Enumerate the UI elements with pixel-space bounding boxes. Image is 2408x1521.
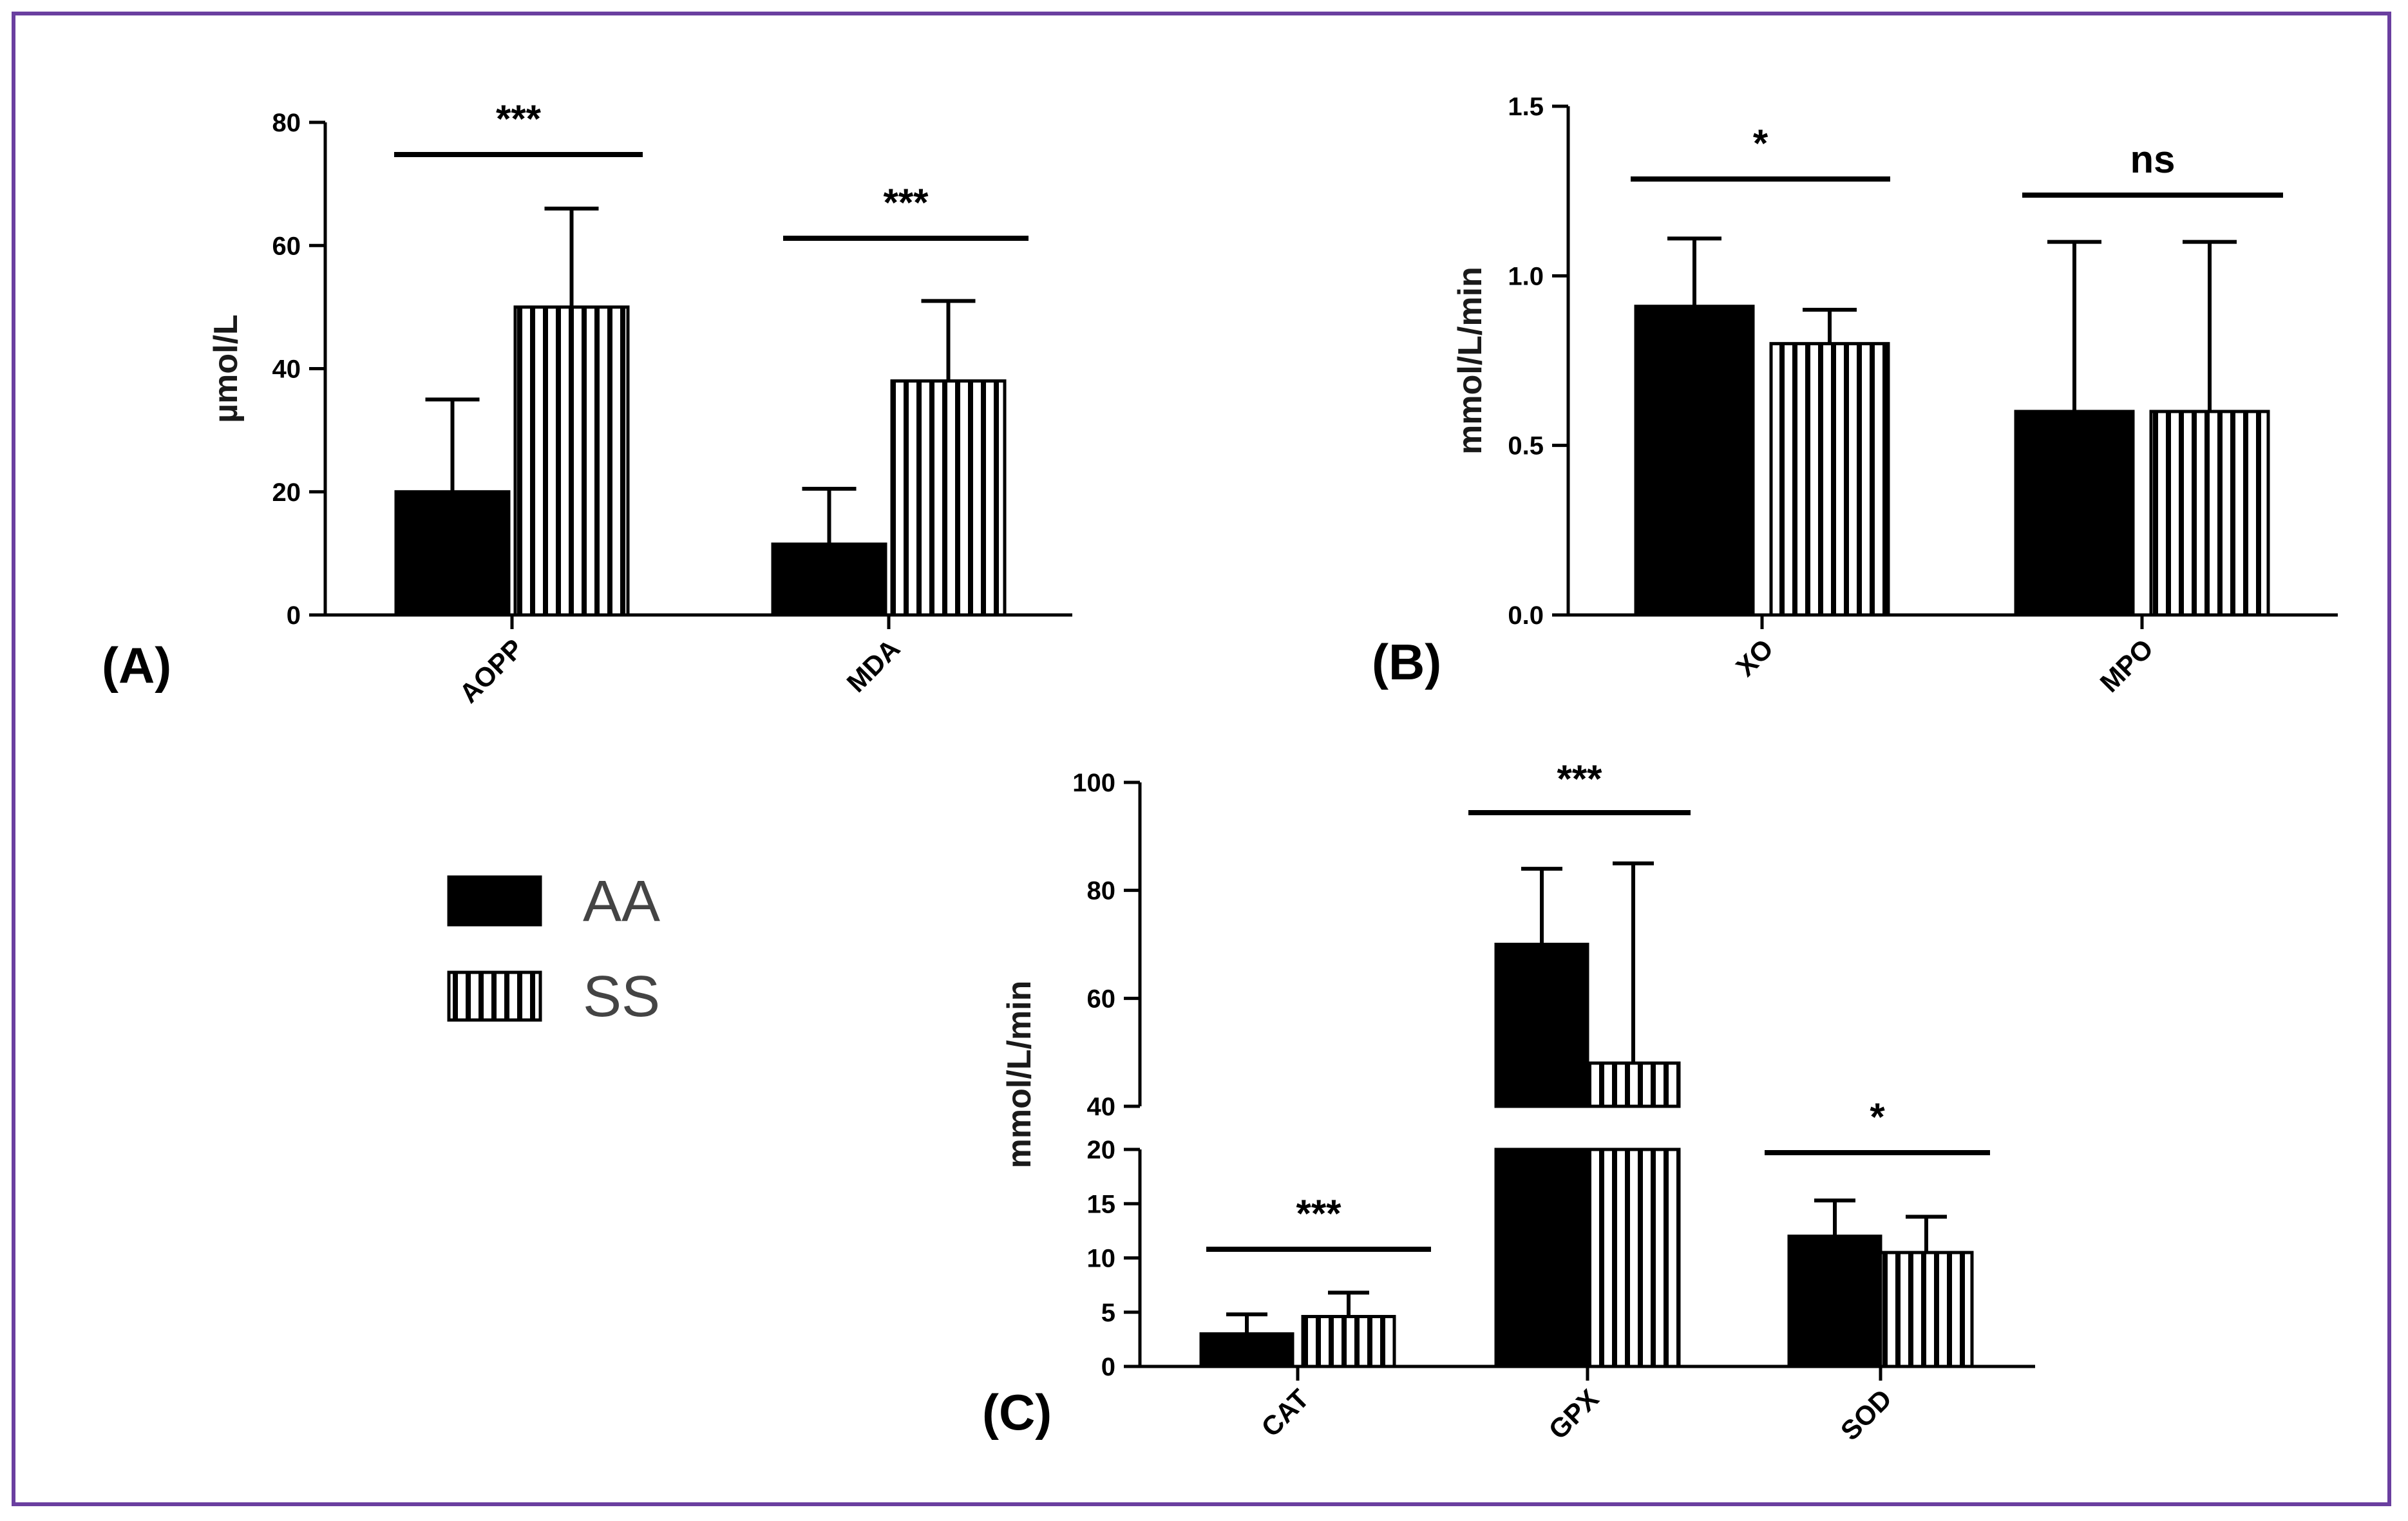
- figure-frame: [12, 12, 2391, 1506]
- significance-label: *: [1870, 1095, 1885, 1138]
- y-axis-title: µmol/L: [207, 314, 245, 423]
- significance-label: *: [1753, 122, 1768, 165]
- x-category-label: MPO: [2094, 633, 2159, 698]
- bar-aa: [2014, 410, 2135, 617]
- bar-aa: [1634, 305, 1755, 617]
- bar-aa: [394, 490, 511, 617]
- significance-label: ***: [496, 97, 542, 140]
- bar-ss: [1879, 1251, 1974, 1368]
- y-tick-label: 20: [1087, 1136, 1116, 1164]
- x-category-label: CAT: [1255, 1383, 1314, 1442]
- bar-ss-upper: [1586, 1061, 1681, 1108]
- bar-ss-lower: [1586, 1148, 1681, 1368]
- x-category-label: GPX: [1542, 1383, 1604, 1445]
- legend-label: AA: [583, 869, 660, 934]
- x-category-label: MDA: [840, 633, 905, 698]
- bar-ss: [2149, 410, 2270, 617]
- y-tick-label: 1.5: [1508, 93, 1544, 121]
- panel-b: 0.0 0.5 1.0 1.5 XO * MPO ns mmol/L/min (B): [1372, 93, 2338, 698]
- bar-aa-lower: [1494, 1148, 1589, 1368]
- y-tick-label: 100: [1072, 769, 1115, 797]
- significance-label: ***: [1296, 1192, 1341, 1235]
- y-tick-label: 1.0: [1508, 262, 1544, 290]
- panel-label: (A): [102, 637, 171, 694]
- bar-ss: [1769, 342, 1890, 617]
- x-category-label: XO: [1730, 633, 1779, 682]
- y-tick-label: 0.0: [1508, 601, 1544, 630]
- y-tick-label: 80: [1087, 877, 1116, 905]
- y-tick-label: 0: [1101, 1353, 1115, 1381]
- y-tick-label: 5: [1101, 1299, 1115, 1327]
- y-tick-label: 60: [272, 232, 301, 260]
- panel-c: 0 5 10 15 20 40 60 80 100 CAT *** GPX *** SOD * mmol/L/…: [982, 757, 2035, 1446]
- legend: AA SS: [447, 869, 660, 1029]
- bar-aa-upper: [1494, 943, 1589, 1108]
- y-tick-label: 20: [272, 478, 301, 507]
- panel-a: 0 20 40 60 80 AOPP *** MDA *** µmol/L (A): [102, 97, 1072, 709]
- significance-label: ns: [2130, 138, 2175, 181]
- panel-label: (C): [982, 1384, 1052, 1441]
- significance-label: ***: [883, 181, 929, 224]
- y-tick-label: 40: [1087, 1093, 1116, 1121]
- y-tick-label: 0.5: [1508, 432, 1544, 460]
- y-axis-title: mmol/L/min: [1452, 267, 1489, 455]
- bar-aa: [771, 542, 887, 617]
- bar-ss: [1301, 1314, 1396, 1368]
- y-tick-label: 0: [287, 601, 301, 630]
- legend-swatch-aa: [447, 875, 542, 927]
- significance-label: ***: [1557, 757, 1602, 800]
- y-tick-label: 60: [1087, 985, 1116, 1013]
- y-tick-label: 10: [1087, 1245, 1116, 1273]
- x-category-label: SOD: [1835, 1383, 1898, 1446]
- legend-swatch-ss: [447, 970, 542, 1022]
- bar-ss: [890, 379, 1007, 617]
- x-category-label: AOPP: [453, 633, 529, 708]
- y-tick-label: 40: [272, 355, 301, 384]
- bar-aa: [1787, 1234, 1882, 1368]
- y-tick-label: 80: [272, 109, 301, 137]
- legend-label: SS: [583, 965, 660, 1029]
- y-tick-label: 15: [1087, 1190, 1116, 1218]
- y-axis-title: mmol/L/min: [1001, 981, 1038, 1169]
- panel-label: (B): [1372, 634, 1441, 690]
- bar-ss: [513, 305, 630, 617]
- bar-aa: [1199, 1332, 1294, 1368]
